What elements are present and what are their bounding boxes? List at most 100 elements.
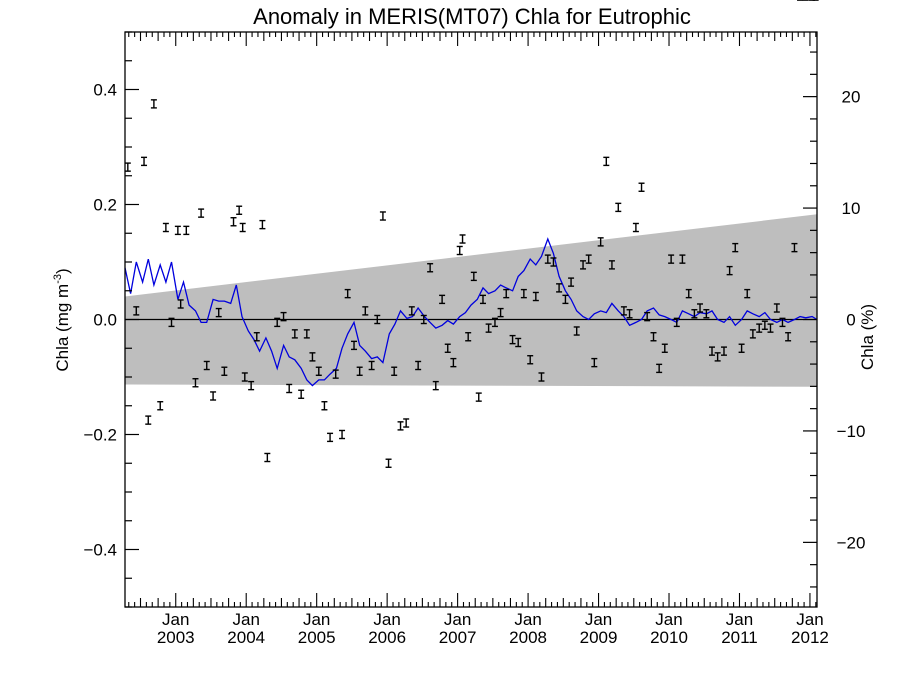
- data-point-72: [544, 254, 551, 264]
- data-point-63: [491, 317, 498, 328]
- x-tick-label-year: 2004: [227, 628, 265, 647]
- data-point-95: [679, 254, 686, 264]
- x-tick-label-year: 2008: [509, 628, 547, 647]
- data-point-12: [198, 208, 205, 218]
- data-point-106: [744, 288, 751, 299]
- data-point-97: [691, 309, 698, 319]
- data-point-53: [439, 294, 446, 305]
- x-tick-label-year: 2003: [157, 628, 195, 647]
- x-tick-label-month: Jan: [444, 610, 471, 629]
- data-point-48: [408, 306, 415, 316]
- data-point-68: [520, 288, 527, 299]
- data-point-16: [221, 366, 228, 376]
- errorbar-points: [124, 0, 819, 468]
- data-point-49: [415, 360, 422, 371]
- data-point-93: [668, 254, 675, 264]
- data-point-69: [527, 355, 534, 365]
- x-tick-label-month: Jan: [232, 610, 259, 629]
- data-point-94: [673, 317, 680, 328]
- data-point-5: [157, 401, 164, 411]
- data-point-31: [309, 352, 316, 362]
- data-point-33: [321, 401, 328, 411]
- data-point-52: [432, 380, 439, 391]
- data-point-64: [497, 307, 504, 318]
- data-point-50: [420, 314, 427, 325]
- data-point-44: [385, 458, 392, 468]
- y-axis-label-left-main: Chla (mg m: [53, 284, 72, 372]
- data-point-28: [291, 329, 298, 339]
- x-tick-label-year: 2009: [580, 628, 618, 647]
- y-right-tick-label: −20: [837, 533, 866, 552]
- data-point-62: [485, 323, 492, 333]
- data-point-56: [456, 245, 463, 256]
- data-point-8: [174, 225, 181, 236]
- x-tick-label-month: Jan: [796, 610, 823, 629]
- data-point-24: [264, 452, 271, 463]
- data-point-4: [150, 99, 157, 109]
- line-series: [124, 237, 818, 387]
- x-tick-label-month: Jan: [514, 610, 541, 629]
- data-point-92: [661, 343, 668, 353]
- data-point-87: [632, 222, 639, 233]
- x-tick-label-year: 2007: [439, 628, 477, 647]
- chart-title: Anomaly in MERIS(MT07) Chla for Eutrophi…: [253, 4, 691, 29]
- data-point-67: [515, 337, 522, 348]
- y-right-tick-label: 0: [846, 311, 855, 330]
- data-point-78: [580, 260, 587, 270]
- data-point-85: [620, 306, 627, 316]
- data-point-73: [550, 257, 557, 267]
- data-point-79: [585, 254, 592, 264]
- series-line: [124, 237, 818, 387]
- data-point-89: [644, 311, 651, 322]
- y-left-tick-label: −0.2: [83, 426, 117, 445]
- data-point-60: [475, 392, 482, 402]
- data-point-17: [230, 217, 237, 227]
- data-point-59: [470, 271, 477, 282]
- data-point-105: [738, 343, 745, 353]
- data-point-36: [339, 429, 346, 440]
- data-point-20: [241, 372, 248, 382]
- data-point-39: [356, 366, 363, 376]
- data-point-58: [465, 332, 472, 342]
- data-point-101: [714, 352, 721, 362]
- y-left-tick-label: 0.4: [93, 81, 117, 100]
- data-point-1: [133, 306, 140, 316]
- data-point-19: [239, 222, 246, 233]
- data-point-14: [210, 391, 217, 401]
- data-point-103: [726, 265, 733, 276]
- data-point-27: [286, 383, 293, 394]
- data-point-10: [183, 225, 190, 236]
- data-point-30: [303, 329, 310, 339]
- data-point-65: [503, 288, 510, 299]
- data-point-3: [145, 415, 152, 425]
- data-point-75: [562, 294, 569, 305]
- x-tick-label-year: 2011: [721, 628, 758, 647]
- data-point-25: [274, 317, 281, 328]
- x-tick-label-year: 2010: [650, 628, 688, 647]
- x-tick-label-year: 2005: [298, 628, 336, 647]
- data-point-107: [749, 329, 756, 339]
- data-point-54: [444, 343, 451, 353]
- data-point-57: [459, 234, 466, 244]
- y-axis-label-left-sup: -3: [52, 274, 64, 284]
- y-axis-label-right: Chla (%): [858, 304, 877, 370]
- data-point-83: [608, 260, 615, 270]
- data-point-35: [332, 369, 339, 379]
- data-point-90: [650, 332, 657, 342]
- data-point-74: [556, 283, 563, 293]
- data-point-42: [374, 314, 381, 325]
- data-point-102: [720, 346, 727, 356]
- data-point-98: [697, 303, 704, 313]
- data-point-114: [791, 242, 798, 253]
- x-tick-label-month: Jan: [303, 610, 330, 629]
- data-point-29: [298, 389, 305, 399]
- x-tick-label-month: Jan: [585, 610, 612, 629]
- y-axis-label-left-close: ): [53, 268, 72, 274]
- data-point-96: [685, 288, 692, 299]
- data-point-88: [638, 182, 645, 192]
- x-tick-label-month: Jan: [373, 610, 400, 629]
- y-left-tick-label: 0.0: [93, 311, 117, 330]
- data-point-66: [509, 334, 516, 345]
- data-point-76: [568, 277, 575, 287]
